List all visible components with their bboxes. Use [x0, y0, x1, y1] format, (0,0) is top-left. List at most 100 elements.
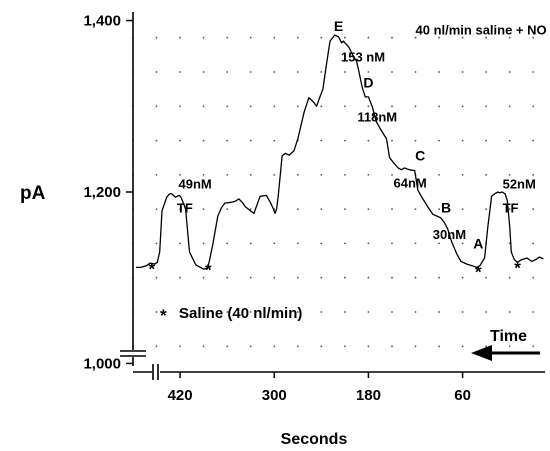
grid-dot — [508, 345, 511, 348]
sample-letter: C — [415, 147, 425, 163]
grid-dot — [179, 36, 182, 39]
grid-dot — [155, 71, 158, 73]
grid-dot — [414, 242, 417, 245]
grid-dot — [461, 242, 464, 245]
grid-dot — [485, 71, 487, 73]
grid-dot — [485, 36, 487, 39]
grid-dot — [485, 174, 487, 176]
grid-dot — [438, 345, 440, 348]
grid-dot — [485, 311, 487, 313]
grid-dot — [344, 345, 346, 348]
time-arrow-label: Time — [490, 328, 527, 345]
grid-dot — [179, 105, 182, 108]
grid-dot — [344, 311, 346, 313]
grid-dot — [485, 208, 487, 211]
grid-dot — [485, 345, 487, 348]
grid-dot — [367, 242, 370, 245]
series-line — [136, 34, 544, 270]
grid-dot — [344, 208, 346, 211]
grid-dot — [320, 174, 323, 176]
grid-dot — [202, 345, 205, 348]
annotation-label: 118nM — [357, 110, 397, 125]
grid-dot — [532, 105, 535, 108]
grid-dot — [461, 36, 464, 39]
grid-dot — [344, 139, 346, 142]
grid-dot — [179, 345, 182, 348]
grid-dot — [273, 311, 276, 313]
grid-dot — [296, 105, 299, 108]
grid-dot — [202, 139, 205, 142]
grid-dot — [508, 139, 511, 142]
annotation-label: 30nM — [433, 227, 466, 242]
grid-dot — [532, 242, 535, 245]
grid-dot — [179, 139, 182, 142]
grid-dot — [344, 71, 346, 73]
time-arrow-head-icon — [471, 345, 492, 361]
annotation-label: 40 nl/min saline + NO — [416, 22, 547, 37]
grid-dot — [273, 139, 276, 142]
x-tick-label: 300 — [262, 387, 287, 404]
grid-dot — [391, 71, 393, 73]
grid-dot — [179, 242, 182, 245]
annotations: 40 nl/min saline + NO E 153 nM D 118nM C 64nM B… — [177, 18, 547, 252]
y-tick-label: 1,200 — [83, 184, 121, 201]
grid-dot — [249, 105, 252, 108]
grid-dot — [226, 208, 229, 211]
grid-dot — [438, 71, 440, 73]
legend: * Saline (40 nl/min) — [160, 305, 302, 325]
grid-dot — [414, 36, 417, 39]
grid-dot — [508, 311, 511, 313]
saline-star-icon: * — [148, 259, 155, 278]
grid-dot — [202, 242, 205, 245]
grid-dot — [414, 311, 417, 313]
grid-dot — [202, 174, 205, 176]
grid-dot — [202, 208, 205, 211]
grid-dot — [438, 242, 440, 245]
grid-dot — [532, 345, 535, 348]
x-ticks: 420 300 180 60 — [168, 372, 471, 404]
grid-dot — [391, 345, 393, 348]
grid-dot — [202, 105, 205, 108]
sample-letter: E — [334, 18, 343, 34]
grid-dot — [296, 36, 299, 39]
annotation-label: 64nM — [394, 176, 427, 191]
grid-dot — [508, 71, 511, 73]
grid-dot — [367, 208, 370, 211]
legend-text: Saline (40 nl/min) — [179, 305, 302, 322]
grid-dot — [226, 242, 229, 245]
grid-dot — [367, 345, 370, 348]
grid-dot — [532, 174, 535, 176]
grid-dot — [320, 208, 323, 211]
grid — [132, 36, 535, 348]
grid-dot — [249, 242, 252, 245]
axes — [120, 12, 545, 380]
grid-dot — [320, 105, 323, 108]
grid-dot — [367, 276, 370, 279]
grid-dot — [226, 311, 229, 313]
grid-dot — [438, 139, 440, 142]
sample-letter: B — [441, 200, 451, 216]
grid-dot — [508, 105, 511, 108]
grid-dot — [202, 36, 205, 39]
grid-dot — [461, 105, 464, 108]
grid-dot — [438, 36, 440, 39]
grid-dot — [344, 276, 346, 279]
grid-dot — [273, 242, 276, 245]
grid-dot — [438, 276, 440, 279]
grid-dot — [461, 276, 464, 279]
grid-dot — [414, 345, 417, 348]
annotation-label: TF — [177, 201, 193, 216]
grid-dot — [320, 311, 323, 313]
grid-dot — [226, 174, 229, 176]
grid-dot — [508, 36, 511, 39]
grid-dot — [485, 276, 487, 279]
annotation-label: 52nM — [503, 177, 536, 192]
grid-dot — [179, 311, 182, 313]
grid-dot — [461, 208, 464, 211]
grid-dot — [344, 174, 346, 176]
grid-dot — [226, 36, 229, 39]
grid-dot — [226, 345, 229, 348]
grid-dot — [249, 36, 252, 39]
grid-dot — [508, 276, 511, 279]
grid-dot — [344, 105, 346, 108]
